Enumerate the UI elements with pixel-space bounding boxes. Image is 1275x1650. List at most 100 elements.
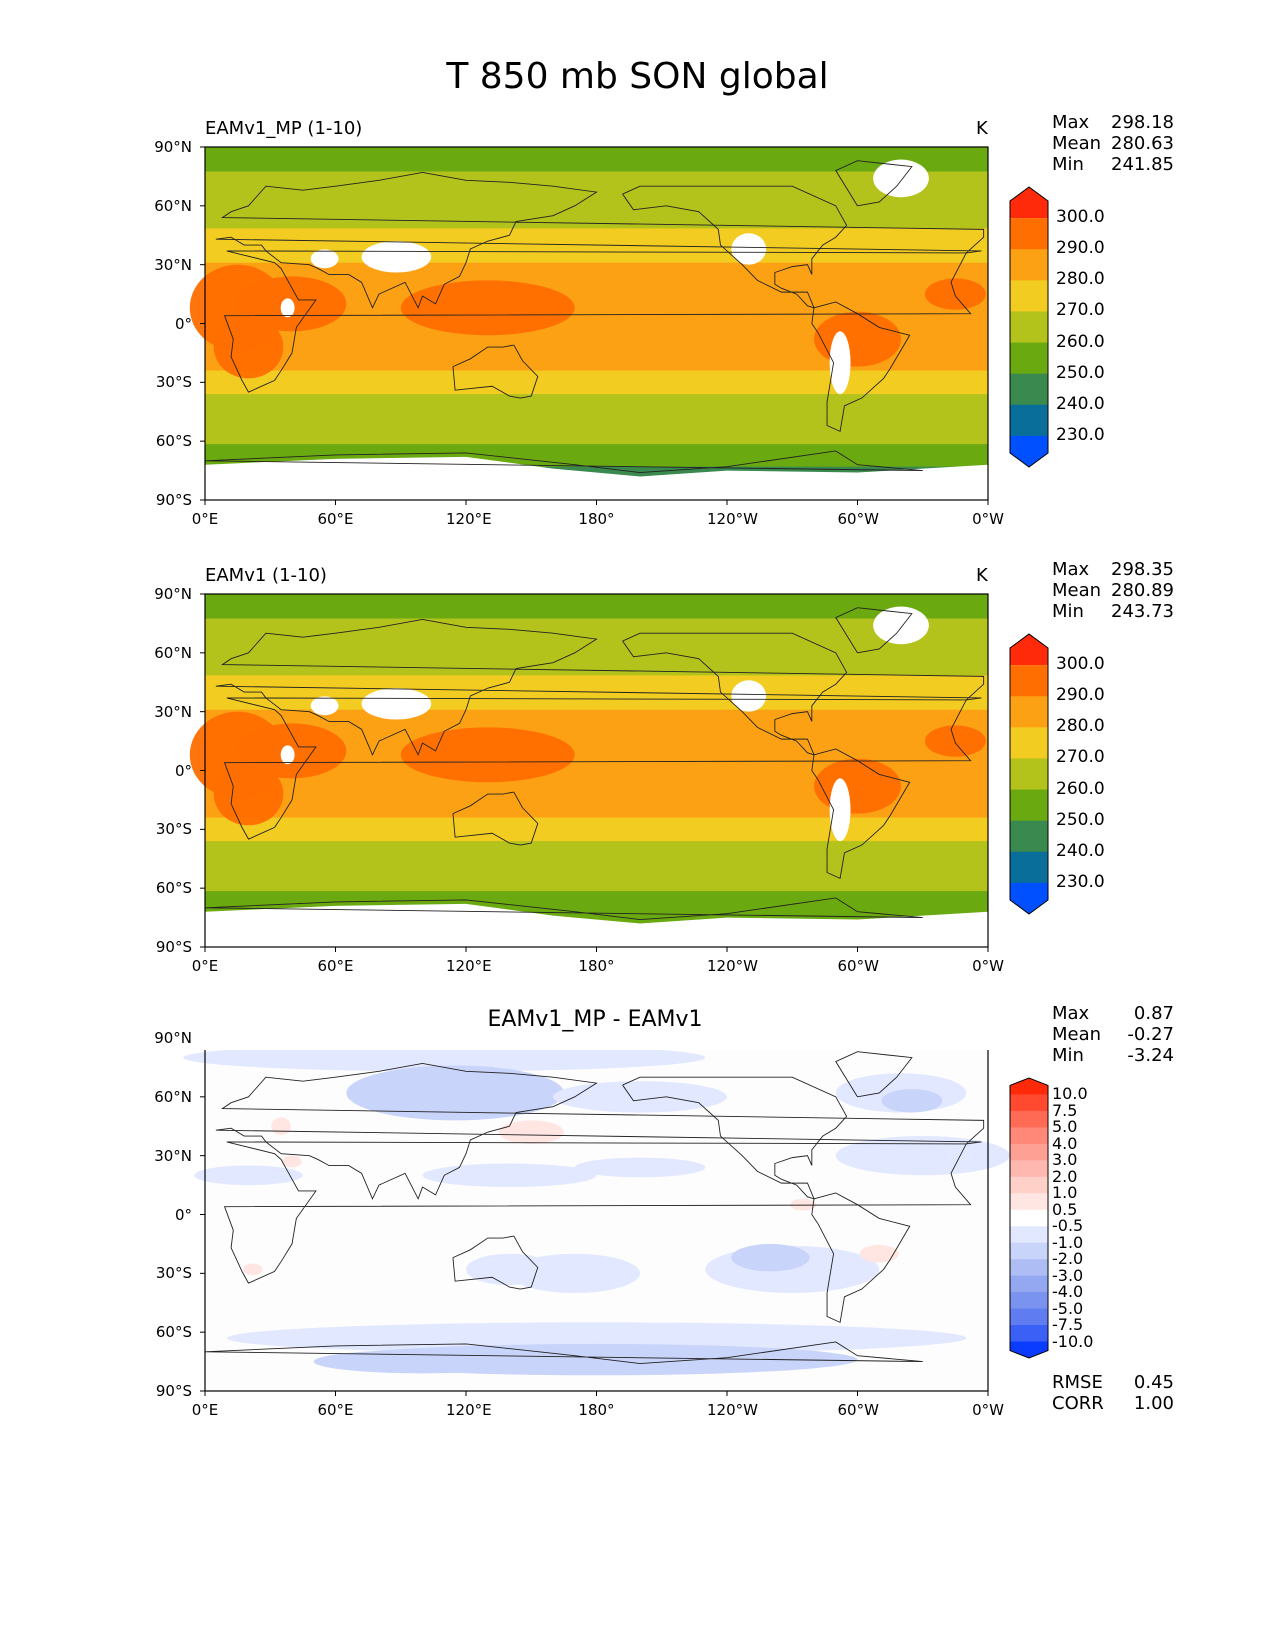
map-plot <box>183 1050 1049 1396</box>
stat-mean: Mean -0.27 <box>1052 1024 1174 1045</box>
colorbar-tick-label: 7.5 <box>1052 1100 1078 1120</box>
colorbar-tick-label: 280.0 <box>1056 716 1105 737</box>
warming-region <box>498 1120 564 1144</box>
terrain-mask <box>731 233 767 265</box>
colorbar-tick-label: 10.0 <box>1052 1084 1088 1104</box>
panel-difference: EAMv1_MP - EAMv1 Max 0.87 Mean -0.27 Min -3… <box>0 1003 1275 1520</box>
y-tick-label: 90°N <box>154 585 192 603</box>
p0-coastline-1 <box>215 172 985 309</box>
units-label: K <box>976 565 988 586</box>
x-tick-label: 60°E <box>317 510 354 528</box>
cooling-region <box>881 1088 943 1113</box>
colorbar-segment <box>1010 758 1048 791</box>
colorbar-tick-label: -5.0 <box>1052 1298 1084 1318</box>
y-tick-label: 60°S <box>155 1323 192 1342</box>
temperature-band <box>205 647 988 676</box>
p0-coastline-3 <box>811 301 911 433</box>
colorbar-segment <box>1010 789 1048 822</box>
colorbar-segment <box>1010 1259 1048 1277</box>
terrain-mask <box>280 298 295 318</box>
y-tick-label: 0° <box>174 761 192 780</box>
p2-coastline-1 <box>215 1063 985 1200</box>
colorbar-tick-label: 300.0 <box>1056 207 1105 228</box>
y-tick-label: 90°S <box>155 938 192 956</box>
colorbar-segment <box>1010 435 1048 467</box>
temperature-band <box>205 370 988 395</box>
colorbar-tick-label: -10.0 <box>1052 1331 1094 1351</box>
colorbar-segment <box>1010 187 1048 219</box>
cooling-region <box>574 1157 706 1178</box>
x-tick-label: 60°W <box>837 510 879 528</box>
x-tick-label: 120°E <box>446 957 492 975</box>
colorbar-segment <box>1010 1143 1048 1161</box>
p2-coastline-4 <box>452 1235 539 1290</box>
colorbar-segment <box>1010 404 1048 437</box>
stat-min: Min 241.85 <box>1052 154 1174 175</box>
colorbar-segment <box>1010 249 1048 281</box>
colorbar-segment <box>1010 1127 1048 1145</box>
y-tick-label: 90°N <box>154 1029 192 1047</box>
colorbar-tick-label: 260.0 <box>1056 778 1105 799</box>
colorbar-segment <box>1010 218 1048 250</box>
cooling-region <box>226 1322 967 1354</box>
p0-coastline-4 <box>452 344 539 399</box>
x-tick-label: 180° <box>578 957 615 975</box>
colorbar-segment <box>1010 1341 1048 1358</box>
x-tick-label: 120°E <box>446 510 492 528</box>
terrain-mask <box>829 778 851 842</box>
colorbar-segment <box>1010 1242 1048 1260</box>
colorbar-segment <box>1010 280 1048 312</box>
colorbar-tick-label: 240.0 <box>1056 393 1105 414</box>
p2-coastline-5 <box>835 1051 913 1098</box>
y-tick-label: 30°S <box>155 373 192 392</box>
colorbar-outline <box>1009 1077 1049 1359</box>
warm-region <box>814 758 901 814</box>
x-tick-label: 0°W <box>972 510 1004 528</box>
warm-region <box>400 727 575 783</box>
colorbar-tick-label: 3.0 <box>1052 1150 1078 1170</box>
y-tick-label: 60°N <box>154 1087 192 1106</box>
y-tick-label: 60°S <box>155 432 192 451</box>
cooling-region <box>422 1163 597 1188</box>
p1-coastline-4 <box>452 791 539 846</box>
colorbar-tick-label: -4.0 <box>1052 1282 1084 1302</box>
panel-title: EAMv1 (1-10) <box>205 565 327 586</box>
colorbar-tick-label: 260.0 <box>1056 331 1105 352</box>
x-tick-label: 60°E <box>317 1401 354 1419</box>
cooling-region <box>731 1243 810 1272</box>
colorbar-segment <box>1010 1110 1048 1128</box>
warm-region <box>814 311 901 367</box>
colorbar-segment <box>1010 1176 1048 1194</box>
panel-model-test: EAMv1_MP (1-10) K Max 298.18 Mean 280.63 M… <box>0 110 1275 580</box>
colorbar-tick-label: 5.0 <box>1052 1117 1078 1137</box>
y-tick-label: 60°N <box>154 196 192 215</box>
temperature-band <box>205 867 988 892</box>
warming-region <box>282 1155 302 1168</box>
cooling-region <box>553 1081 727 1113</box>
warm-region <box>924 278 986 310</box>
terrain-mask <box>731 680 767 712</box>
warm-region <box>400 280 575 336</box>
colorbar-segment <box>1010 342 1048 375</box>
colorbar-segment <box>1010 634 1048 666</box>
colorbar-tick-label: 280.0 <box>1056 269 1105 290</box>
y-tick-label: 60°N <box>154 643 192 662</box>
colorbar-tick-label: 290.0 <box>1056 238 1105 259</box>
cooling-region <box>194 1165 303 1186</box>
stat-min: Min -3.24 <box>1052 1045 1174 1066</box>
p1-coastline-1 <box>215 619 985 756</box>
panel-title: EAMv1_MP - EAMv1 <box>487 1007 703 1032</box>
colorbar-segment <box>1010 1226 1048 1244</box>
colorbar-segment <box>1010 1209 1048 1227</box>
colorbar-tick-label: 270.0 <box>1056 747 1105 768</box>
map-plot <box>189 593 1049 952</box>
colorbar-segment <box>1010 727 1048 759</box>
temperature-band <box>205 594 988 620</box>
x-tick-label: 0°E <box>191 957 219 975</box>
colorbar-tick-label: 1.0 <box>1052 1183 1078 1203</box>
p2-coastline-6 <box>204 1341 923 1364</box>
x-tick-label: 60°E <box>317 957 354 975</box>
stat-mean: Mean 280.89 <box>1052 580 1174 601</box>
cooling-region <box>835 1136 1010 1176</box>
colorbar-tick-label: 290.0 <box>1056 685 1105 706</box>
